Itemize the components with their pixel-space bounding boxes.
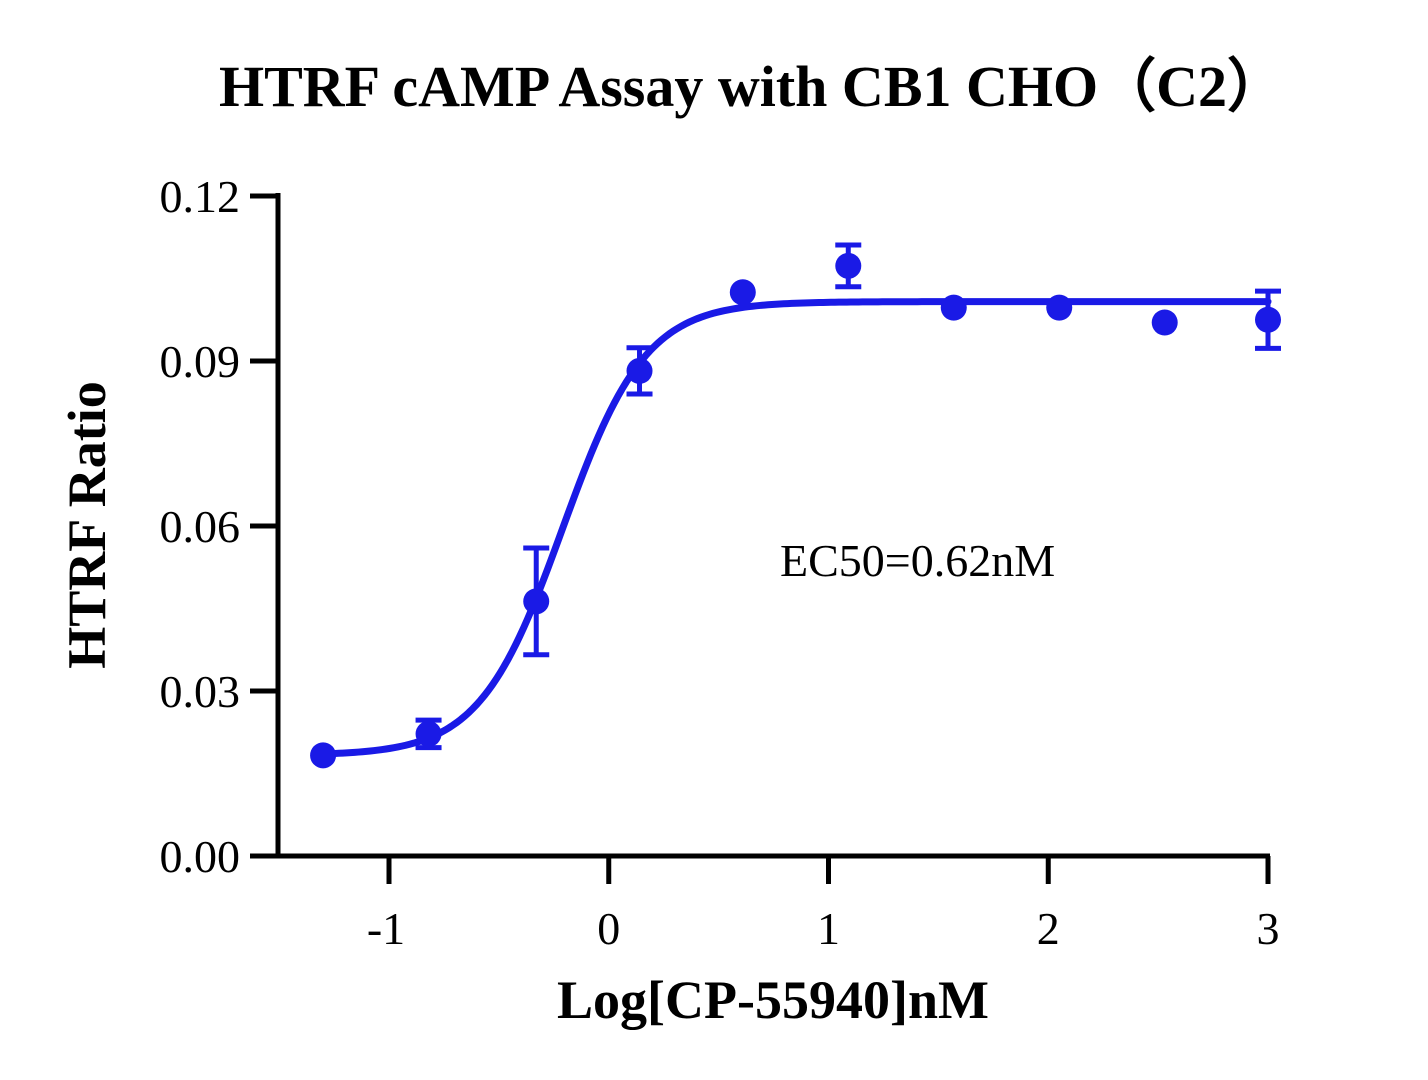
data-point (523, 588, 550, 615)
data-point (1255, 306, 1281, 333)
data-points (310, 242, 1281, 769)
data-point (729, 279, 756, 306)
y-axis-title: HTRF Ratio (57, 381, 117, 668)
x-tick-label: 2 (1037, 903, 1060, 954)
data-point (626, 357, 653, 384)
x-axis-title: Log[CP-55940]nM (557, 970, 989, 1030)
y-tick-label: 0.09 (160, 336, 241, 387)
data-point (310, 742, 337, 769)
ec50-annotation: EC50=0.62nM (780, 535, 1055, 586)
y-tick-label: 0.03 (160, 666, 241, 717)
data-point (1046, 294, 1073, 321)
data-point (940, 294, 967, 321)
x-tick-label: 1 (817, 903, 840, 954)
y-ticks: 0.00 0.03 0.06 0.09 0.12 (160, 171, 278, 882)
data-point (1151, 309, 1178, 336)
chart-title: HTRF cAMP Assay with CB1 CHO（C2） (219, 54, 1285, 119)
x-tick-label: 0 (597, 903, 620, 954)
y-tick-label: 0.06 (160, 501, 241, 552)
data-point (415, 720, 442, 747)
x-ticks: -1 0 1 2 3 (367, 856, 1280, 954)
fit-curve (319, 298, 1272, 758)
data-point (835, 252, 862, 279)
x-tick-label: 3 (1257, 903, 1280, 954)
x-tick-label: -1 (367, 903, 405, 954)
y-tick-label: 0.00 (160, 831, 241, 882)
y-tick-label: 0.12 (160, 171, 241, 222)
